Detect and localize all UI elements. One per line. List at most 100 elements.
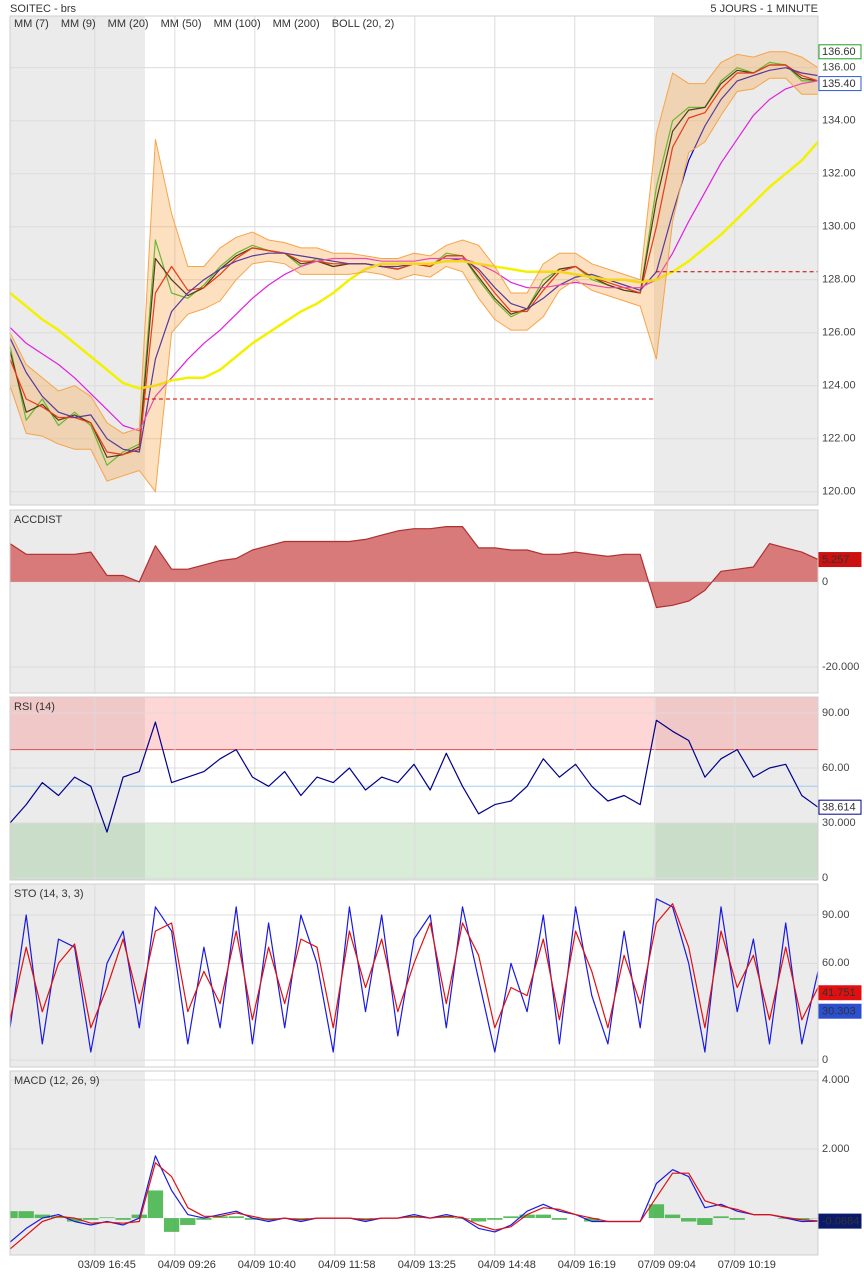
- panel-title: STO (14, 3, 3): [14, 888, 84, 900]
- legend-entry: MM (20): [108, 18, 149, 30]
- y-tick-label: 2.000: [822, 1143, 850, 1155]
- value-tag: [818, 985, 862, 1001]
- y-tick-label: 90.00: [822, 909, 850, 921]
- series-line: [10, 526, 818, 609]
- oversold-zone: [10, 822, 818, 880]
- session-shade: [10, 16, 145, 505]
- histogram-bar: [470, 1218, 487, 1222]
- y-tick-label: 60.00: [822, 762, 850, 774]
- histogram-bar: [503, 1216, 519, 1219]
- histogram-bar: [228, 1216, 244, 1219]
- bollinger-upper: [10, 51, 818, 434]
- histogram-bar: [163, 1218, 180, 1232]
- panel-title: MACD (12, 26, 9): [14, 1075, 100, 1087]
- histogram-bar: [147, 1190, 164, 1219]
- session-shade: [10, 1071, 145, 1255]
- overbought-zone: [10, 697, 818, 750]
- value-tag-label: -0.0884: [822, 1216, 859, 1228]
- legend-entry: MM (7): [14, 18, 49, 30]
- session-shade: [655, 884, 818, 1067]
- session-shade: [10, 510, 145, 693]
- panel-title: ACCDIST: [14, 514, 63, 526]
- histogram-bar: [244, 1218, 261, 1220]
- histogram-bar: [34, 1214, 50, 1219]
- value-tag: [818, 799, 862, 815]
- histogram-bar: [357, 1218, 374, 1220]
- x-tick-label: 04/09 16:19: [558, 1259, 616, 1271]
- x-tick-label: 04/09 14:48: [478, 1259, 536, 1271]
- area-fill: [10, 526, 818, 608]
- legend-entry: BOLL (20, 2): [332, 18, 395, 30]
- histogram-bar: [697, 1218, 713, 1225]
- y-tick-label: 128.00: [822, 274, 856, 286]
- histogram-bar: [99, 1217, 115, 1219]
- y-tick-label: 134.00: [822, 115, 856, 127]
- y-tick-label: 30.000: [822, 817, 856, 829]
- bollinger-fill: [10, 51, 818, 492]
- histogram-bar: [50, 1216, 67, 1219]
- timeframe: 5 JOURS - 1 MINUTE: [710, 3, 818, 15]
- session-shade: [655, 697, 818, 880]
- histogram-bar: [196, 1218, 212, 1220]
- session-shade: [655, 1071, 818, 1255]
- histogram-bar: [83, 1218, 99, 1220]
- series-line: [10, 719, 818, 833]
- histogram-bar: [293, 1218, 309, 1220]
- value-tag-label: 30.303: [822, 1006, 856, 1018]
- panel-frame: [9, 696, 819, 881]
- y-tick-label: 4.000: [822, 1074, 850, 1086]
- series-line: [10, 1162, 818, 1250]
- panel: [10, 510, 818, 693]
- histogram-bar: [487, 1218, 503, 1220]
- panel-frame: [9, 15, 819, 506]
- histogram-bar: [10, 1211, 18, 1219]
- value-tag: [818, 1003, 862, 1019]
- histogram-bar: [713, 1216, 729, 1219]
- histogram-bar: [18, 1211, 34, 1219]
- legend-entry: MM (50): [161, 18, 202, 30]
- histogram-bar: [729, 1218, 745, 1220]
- legend-entry: MM (100): [214, 18, 261, 30]
- histogram-bar: [406, 1216, 422, 1219]
- panel-frame: [9, 1070, 819, 1256]
- x-tick-label: 07/09 10:19: [718, 1259, 776, 1271]
- panel-title: RSI (14): [14, 701, 55, 713]
- histogram-bar: [535, 1214, 551, 1219]
- panel: [10, 16, 818, 505]
- value-tag-label: 5.257: [822, 554, 850, 566]
- value-tag-label: 38.614: [822, 802, 856, 814]
- value-tag: [818, 44, 862, 60]
- histogram-bar: [584, 1218, 600, 1222]
- histogram-bar: [519, 1214, 535, 1219]
- value-tag-label: 135.40: [822, 78, 856, 90]
- bollinger-lower: [10, 77, 818, 494]
- panel-frame: [9, 883, 819, 1068]
- histogram-bar: [681, 1218, 697, 1222]
- x-tick-label: 03/09 16:45: [78, 1259, 136, 1271]
- value-tag: [818, 76, 862, 92]
- legend-entry: MM (9): [61, 18, 96, 30]
- session-shade: [10, 697, 145, 880]
- y-tick-label: 90.00: [822, 707, 850, 719]
- histogram-bar: [180, 1218, 196, 1225]
- y-tick-label: 0: [822, 1054, 828, 1066]
- x-tick-label: 04/09 10:40: [238, 1259, 296, 1271]
- panel: [10, 1071, 818, 1255]
- y-tick-label: 132.00: [822, 168, 856, 180]
- y-tick-label: 122.00: [822, 433, 856, 445]
- value-tag-label: 136.60: [822, 46, 856, 58]
- y-tick-label: 126.00: [822, 327, 856, 339]
- y-tick-label: 130.00: [822, 221, 856, 233]
- y-tick-label: 60.00: [822, 957, 850, 969]
- instrument-title: SOITEC - brs: [10, 3, 77, 15]
- series-line: [10, 903, 818, 1029]
- legend-entry: MM (200): [273, 18, 320, 30]
- y-tick-label: 120.00: [822, 486, 856, 498]
- histogram-bar: [212, 1216, 228, 1219]
- panel-frame: [9, 509, 819, 694]
- histogram-bar: [260, 1218, 277, 1220]
- y-tick-label: 0: [822, 576, 828, 588]
- session-shade: [10, 884, 145, 1067]
- x-tick-label: 04/09 09:26: [158, 1259, 216, 1271]
